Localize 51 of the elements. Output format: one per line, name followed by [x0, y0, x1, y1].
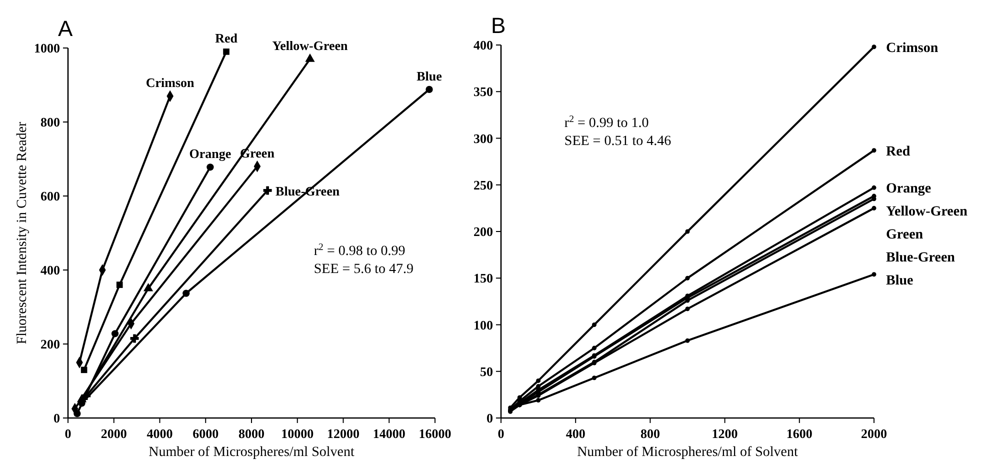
- y-tick-label: 0: [486, 410, 493, 426]
- y-tick-label: 300: [474, 130, 493, 146]
- x-tick-label: 16000: [418, 426, 452, 441]
- y-tick-label: 200: [474, 224, 493, 240]
- x-tick-label: 6000: [192, 426, 219, 441]
- y-axis-title: Fluorescent Intensity in Cuvette Reader: [15, 121, 30, 344]
- x-tick-label: 2000: [100, 426, 127, 441]
- x-tick-label: 0: [64, 426, 72, 441]
- x-tick-label: 400: [566, 426, 586, 441]
- series-label: Red: [215, 30, 238, 46]
- y-tick-label: 50: [480, 364, 493, 379]
- series-label: Yellow-Green: [272, 38, 349, 54]
- series-label: Orange: [189, 146, 232, 162]
- x-tick-label: 800: [640, 426, 660, 441]
- x-tick-label: 8000: [238, 426, 264, 441]
- y-tick-label: 600: [40, 188, 60, 204]
- y-tick-label: 150: [474, 270, 493, 286]
- x-axis-title: Number of Microspheres/ml of Solvent: [577, 445, 798, 460]
- annotation: SEE = 5.6 to 47.9: [314, 262, 414, 278]
- y-tick-label: 250: [474, 177, 493, 192]
- x-tick-label: 14000: [372, 426, 406, 441]
- y-tick-label: 800: [40, 114, 60, 130]
- x-tick-label: 4000: [146, 426, 173, 441]
- chart-title: B: [491, 13, 506, 38]
- x-tick-label: 1200: [712, 426, 738, 441]
- y-tick-label: 400: [474, 38, 493, 53]
- x-axis-title: Number of Microspheres/ml Solvent: [148, 445, 354, 460]
- text: Green: [886, 228, 924, 243]
- y-tick-label: 400: [40, 262, 60, 278]
- series-label: Crimson: [886, 40, 938, 56]
- y-tick-label: 0: [54, 410, 60, 426]
- y-tick-label: 100: [474, 317, 493, 332]
- y-tick-label: 350: [474, 84, 493, 100]
- series-label: Red: [886, 144, 910, 160]
- series-label: Blue: [416, 68, 442, 84]
- y-tick-label: 200: [40, 336, 60, 352]
- series-label: Yellow-Green: [886, 204, 968, 220]
- series-label: Crimson: [146, 75, 196, 90]
- x-tick-label: 12000: [327, 426, 360, 441]
- annotation: r$^{2}$ = 0.99 to 1.0: [564, 114, 649, 132]
- x-tick-label: 10000: [281, 426, 314, 441]
- x-tick-label: 0: [498, 426, 504, 441]
- x-tick-label: 1600: [786, 426, 812, 441]
- annotation: r$^{2}$ = 0.98 to 0.99: [314, 242, 406, 260]
- text: Blue-Green: [886, 250, 956, 266]
- chart-title: A: [58, 16, 73, 41]
- x-tick-label: 2000: [861, 426, 887, 441]
- y-tick-label: 1000: [34, 40, 60, 56]
- series-label: Blue: [886, 274, 914, 289]
- series-label: Orange: [886, 182, 932, 197]
- annotation: SEE = 0.51 to 4.46: [564, 134, 672, 150]
